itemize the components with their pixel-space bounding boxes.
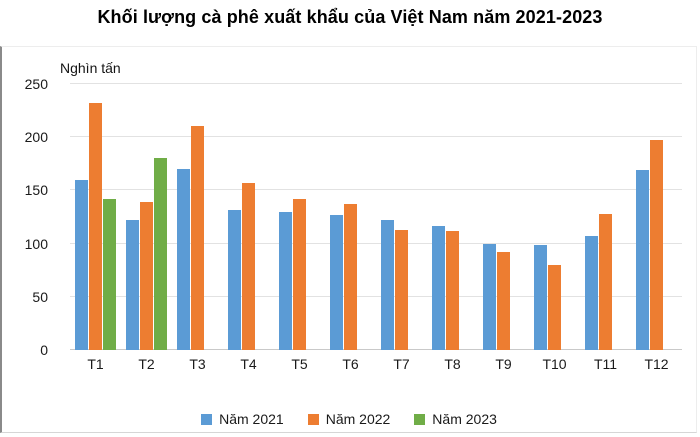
bar-t9-năm-2021 bbox=[482, 243, 496, 350]
x-axis-tick-label: T4 bbox=[240, 356, 257, 372]
bar-t1-năm-2022 bbox=[88, 103, 102, 350]
gridline bbox=[70, 83, 682, 84]
bar-t8-năm-2022 bbox=[445, 230, 459, 350]
x-axis-tick-label: T2 bbox=[138, 356, 155, 372]
x-axis-line bbox=[70, 349, 682, 350]
y-axis-tick-label: 0 bbox=[40, 342, 48, 358]
bar-t2-năm-2022 bbox=[139, 202, 153, 350]
x-axis-tick-label: T8 bbox=[444, 356, 461, 372]
bar-t7-năm-2021 bbox=[380, 220, 394, 350]
bar-t4-năm-2021 bbox=[227, 209, 241, 350]
bar-t12-năm-2021 bbox=[635, 170, 649, 350]
legend-label: Năm 2022 bbox=[325, 411, 391, 427]
legend-item: Năm 2023 bbox=[414, 411, 497, 427]
gridline bbox=[70, 136, 682, 138]
legend-item: Năm 2022 bbox=[307, 411, 391, 427]
y-axis-tick-label: 250 bbox=[24, 76, 48, 92]
bar-t4-năm-2022 bbox=[241, 182, 255, 350]
legend: Năm 2021 Năm 2022 Năm 2023 bbox=[2, 411, 696, 427]
x-axis-tick-label: T7 bbox=[393, 356, 410, 372]
gridline bbox=[70, 189, 682, 191]
gridline bbox=[70, 242, 682, 244]
bar-t6-năm-2021 bbox=[329, 214, 343, 350]
gridline bbox=[70, 295, 682, 297]
bar-t12-năm-2022 bbox=[649, 140, 663, 350]
bar-t3-năm-2022 bbox=[190, 125, 204, 350]
y-axis-tick-label: 50 bbox=[32, 288, 48, 305]
x-axis-tick-label: T5 bbox=[291, 356, 308, 372]
x-axis-tick-label: T12 bbox=[644, 356, 669, 372]
y-axis-unit-label: Nghìn tấn bbox=[60, 60, 121, 76]
bar-t3-năm-2021 bbox=[176, 169, 190, 350]
bar-t1-năm-2023 bbox=[102, 198, 116, 350]
bar-t5-năm-2021 bbox=[278, 211, 292, 350]
legend-label: Năm 2023 bbox=[432, 411, 497, 427]
y-axis-tick-label: 200 bbox=[24, 129, 48, 146]
bar-t10-năm-2021 bbox=[533, 244, 547, 350]
bar-t10-năm-2022 bbox=[547, 264, 561, 350]
bar-t1-năm-2021 bbox=[74, 179, 88, 350]
legend-label: Năm 2021 bbox=[219, 411, 284, 427]
legend-item: Năm 2021 bbox=[201, 411, 284, 427]
bar-t11-năm-2021 bbox=[584, 236, 598, 350]
chart-area: Nghìn tấn 0 50 100 150 200 250 T1 T2 T3 T4 T5 T6 T7… bbox=[0, 46, 697, 433]
bar-t7-năm-2022 bbox=[394, 229, 408, 350]
x-axis-tick-label: T10 bbox=[542, 356, 567, 372]
x-axis-tick-label: T11 bbox=[593, 356, 618, 372]
bar-t9-năm-2022 bbox=[496, 252, 510, 350]
x-axis-tick-label: T3 bbox=[189, 356, 206, 372]
bar-t6-năm-2022 bbox=[343, 204, 357, 350]
x-axis-tick-label: T1 bbox=[87, 356, 104, 372]
bar-t2-năm-2023 bbox=[153, 158, 167, 350]
legend-swatch-icon bbox=[201, 413, 213, 425]
bar-t5-năm-2022 bbox=[292, 198, 306, 350]
y-axis-tick-label: 150 bbox=[24, 182, 48, 199]
bar-t11-năm-2022 bbox=[598, 213, 612, 350]
y-axis-tick-label: 100 bbox=[24, 235, 48, 252]
plot-area bbox=[70, 83, 682, 350]
chart-title: Khối lượng cà phê xuất khẩu của Việt Nam… bbox=[97, 7, 603, 27]
x-axis-tick-label: T9 bbox=[495, 356, 512, 372]
x-axis-tick-label: T6 bbox=[342, 356, 359, 372]
legend-swatch-icon bbox=[414, 413, 426, 425]
bar-t8-năm-2021 bbox=[431, 225, 445, 350]
legend-swatch-icon bbox=[307, 413, 319, 425]
bar-t2-năm-2021 bbox=[125, 220, 139, 350]
